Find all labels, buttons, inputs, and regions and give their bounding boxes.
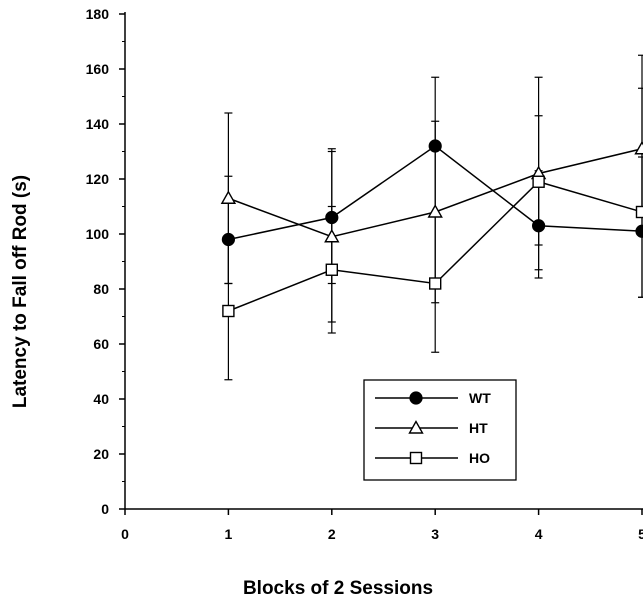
y-tick-label: 20: [93, 446, 109, 462]
data-point-ho: [532, 175, 545, 188]
data-point-wt: [531, 219, 546, 233]
y-tick-label: 80: [93, 281, 109, 297]
legend-label-ht: HT: [469, 420, 488, 436]
markers-layer: [220, 139, 643, 318]
x-tick-label: 3: [431, 526, 439, 542]
plot-area: [220, 54, 643, 381]
data-point-ht: [427, 204, 443, 218]
y-tick-label: 60: [93, 336, 109, 352]
x-axis-title: Blocks of 2 Sessions: [243, 578, 433, 599]
data-point-wt: [221, 232, 235, 247]
y-tick-label: 160: [86, 61, 110, 77]
data-point-ho: [635, 205, 643, 219]
y-tick-label: 100: [86, 226, 110, 242]
y-ticks: 0 20 40 60 80 100 120 140 160 180: [86, 6, 125, 517]
y-tick-label: 140: [86, 116, 110, 132]
x-tick-label: 5: [638, 526, 643, 542]
data-point-ht: [220, 190, 237, 204]
y-tick-label: 180: [86, 6, 110, 22]
y-axis-title: Latency to Fall off Rod (s): [10, 175, 31, 408]
legend-marker-ho: [409, 451, 423, 465]
data-point-wt: [428, 139, 442, 153]
y-tick-label: 120: [86, 171, 110, 187]
x-tick-label: 2: [328, 526, 336, 542]
data-point-ht: [324, 228, 340, 243]
x-tick-label: 1: [225, 526, 233, 542]
y-tick-label: 40: [93, 391, 109, 407]
legend-label-ho: HO: [469, 450, 490, 466]
legend-box: [363, 379, 517, 481]
legend-label-wt: WT: [469, 390, 491, 406]
data-point-ho: [222, 304, 235, 318]
data-point-ho: [429, 277, 442, 290]
data-point-wt: [325, 210, 339, 225]
data-point-ho: [325, 263, 338, 276]
x-tick-label: 4: [535, 526, 543, 542]
legend: WT HT HO: [363, 379, 517, 481]
legend-marker-wt: [409, 391, 423, 405]
x-tick-label: 0: [121, 526, 129, 542]
legend-marker-ht: [408, 420, 424, 434]
y-tick-label: 0: [101, 501, 109, 517]
data-point-ht: [634, 140, 643, 155]
data-point-wt: [635, 224, 643, 238]
x-ticks: 0 1 2 3 4 5: [121, 509, 643, 542]
